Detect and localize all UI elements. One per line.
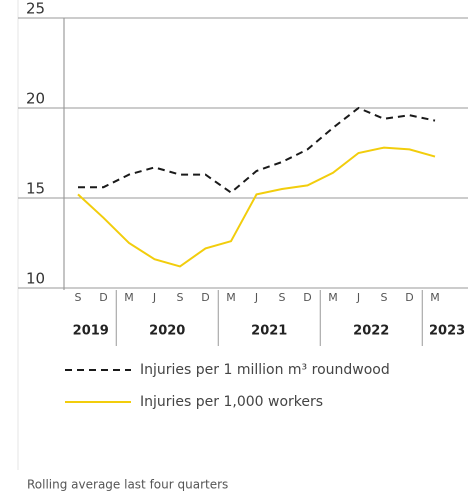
year-label: 2021 [251,324,287,339]
y-tick-label: 25 [26,0,45,18]
x-tick-label: J [254,291,258,304]
footnote: Rolling average last four quarters [27,478,228,492]
x-tick-label: S [279,291,286,304]
year-label: 2019 [73,324,109,339]
year-label: 2020 [149,324,185,339]
x-tick-label: D [303,291,311,304]
year-label: 2022 [353,324,389,339]
x-tick-label: S [75,291,82,304]
x-tick-label: M [430,291,440,304]
data-line [77,146,436,268]
y-tick-label: 20 [26,90,45,108]
x-tick-label: M [124,291,134,304]
year-label: 2023 [429,324,465,339]
x-tick-label: D [201,291,209,304]
x-tick-label: D [405,291,413,304]
y-tick-label: 10 [26,270,45,288]
x-tick-label: J [152,291,156,304]
x-tick-label: S [177,291,184,304]
x-tick-label: M [328,291,338,304]
x-tick-label: S [381,291,388,304]
x-tick-label: M [226,291,236,304]
y-tick-label: 15 [26,180,45,198]
data-line [78,106,436,194]
legend-label: Injuries per 1 million m³ roundwood [140,362,390,378]
x-tick-label: D [99,291,107,304]
legend-label: Injuries per 1,000 workers [140,394,323,410]
x-tick-label: J [356,291,360,304]
